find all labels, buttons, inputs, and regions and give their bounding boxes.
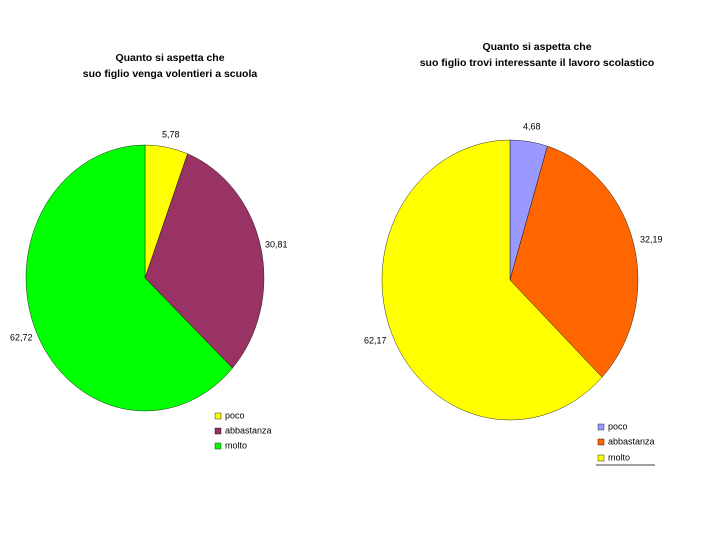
pie-slice: [25, 144, 233, 412]
data-label: 62,17: [364, 335, 387, 345]
legend-label: molto: [608, 452, 630, 462]
chart-title: Quanto si aspetta che: [115, 52, 224, 64]
legend-label: abbastanza: [225, 425, 272, 435]
legend-swatch: [214, 427, 222, 435]
chart-title: suo figlio venga volentieri a scuola: [83, 68, 258, 80]
chart-title: Quanto si aspetta che: [482, 41, 591, 53]
pie-slice: [381, 139, 603, 421]
legend-label: abbastanza: [608, 436, 655, 446]
legend-swatch: [597, 438, 605, 446]
chart-title: suo figlio trovi interessante il lavoro …: [420, 57, 655, 69]
data-label: 32,19: [640, 234, 663, 244]
legend-swatch: [214, 412, 222, 420]
data-label: 62,72: [10, 332, 33, 342]
legend-label: molto: [225, 440, 247, 450]
legend-label: poco: [225, 410, 245, 420]
pie-slice: [144, 153, 265, 369]
legend-swatch: [597, 423, 605, 431]
data-label: 5,78: [162, 129, 180, 139]
data-label: 4,68: [523, 121, 541, 131]
legend-swatch: [597, 454, 605, 462]
legend-swatch: [214, 442, 222, 450]
data-label: 30,81: [265, 239, 288, 249]
legend-label: poco: [608, 421, 628, 431]
pie-slice: [509, 145, 639, 378]
